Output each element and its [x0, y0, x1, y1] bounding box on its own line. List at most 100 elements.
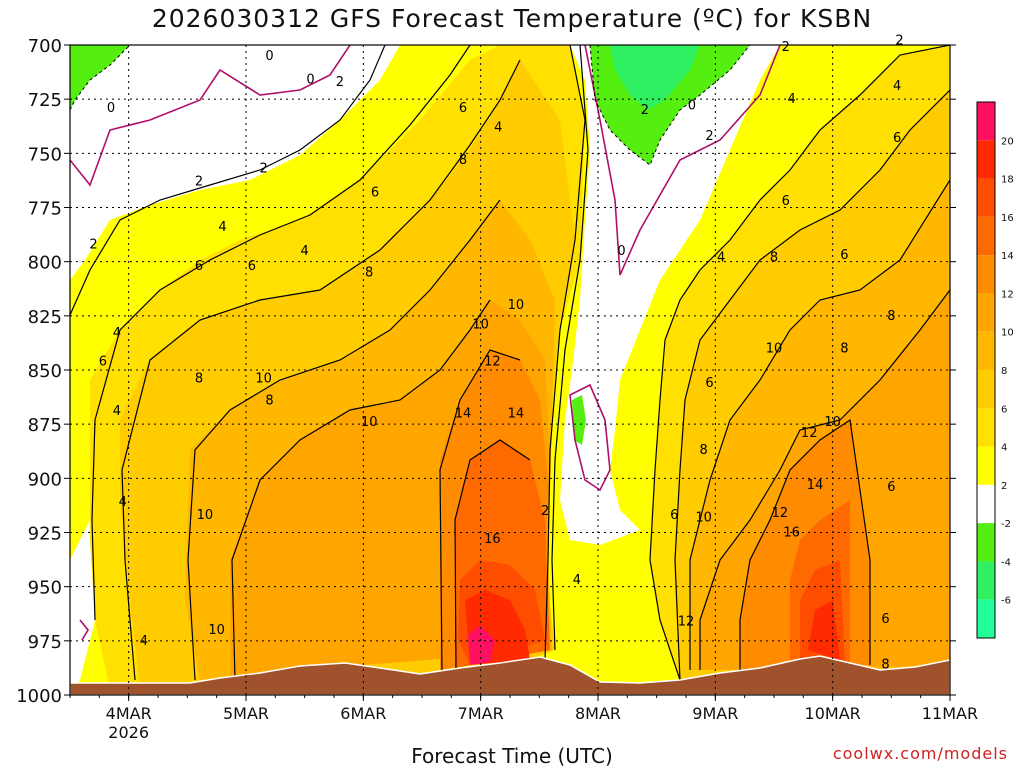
zero-line-sw: [79, 619, 89, 641]
contour-label: 4: [119, 495, 127, 510]
x-tick-label: 5MAR: [223, 704, 269, 723]
contour-label: 6: [893, 131, 901, 146]
colorbar-label: 2: [1001, 481, 1007, 492]
band-18-20-east: [808, 600, 840, 660]
contour-label: 16: [783, 526, 800, 541]
contour-label: 6: [705, 376, 713, 391]
band-cold-green-nw: [70, 45, 130, 110]
contour-label: 6: [881, 612, 889, 627]
contour-label: 2: [89, 237, 97, 252]
contour-label: 4: [717, 250, 725, 265]
colorbar-label: -4: [1001, 557, 1011, 568]
contour-label: 2: [541, 504, 549, 519]
contour-label: 14: [807, 478, 824, 493]
y-tick-label: 775: [28, 199, 62, 220]
contour-label: 10: [695, 510, 712, 525]
contour-label: 10: [361, 415, 378, 430]
contour-label: 8: [770, 250, 778, 265]
zero-line-east: [584, 45, 781, 276]
contour-label: 8: [699, 443, 707, 458]
y-tick-label: 725: [28, 90, 62, 111]
x-tick-label: 6MAR: [340, 704, 386, 723]
cold-contour-layer: [70, 45, 751, 166]
y-tick-label: 1000: [16, 686, 62, 707]
contour-label: 4: [787, 92, 795, 107]
contour-label: 0: [265, 49, 273, 64]
contour-label: 2: [641, 103, 649, 118]
contour-label: 8: [881, 658, 889, 673]
minus-2-line-nw: [70, 45, 131, 111]
contour-label: 4: [301, 244, 309, 259]
contour-label: 0: [617, 244, 625, 259]
band-below-2-east: [560, 45, 780, 545]
terrain-ground: [69, 655, 951, 696]
isotherm-east-10: [739, 418, 871, 670]
colorbar-label: 16: [1001, 213, 1014, 224]
colorbar-swatch: [977, 293, 995, 332]
y-tick-label: 825: [28, 307, 62, 328]
y-tick-label: 925: [28, 524, 62, 545]
x-tick-label: 11MAR: [922, 704, 978, 723]
contour-label: 4: [494, 120, 502, 135]
colorbar-swatch: [977, 331, 995, 370]
contour-label: 2: [195, 175, 203, 190]
contour-label: 12: [484, 354, 501, 369]
colorbar-label: 8: [1001, 366, 1007, 377]
contour-label: 12: [772, 506, 789, 521]
colorbar-swatch: [977, 370, 995, 409]
contour-label: 6: [99, 354, 107, 369]
colorbar-swatch: [977, 178, 995, 217]
credit-text: coolwx.com/models: [832, 744, 1008, 763]
contour-label: 2: [259, 162, 267, 177]
chart-title: 2026030312 GFS Forecast Temperature (ºC)…: [151, 4, 873, 33]
contour-label: 8: [459, 153, 467, 168]
x-axis-title: Forecast Time (UTC): [411, 744, 613, 768]
y-tick-label: 850: [28, 361, 62, 382]
isotherm-east-4: [674, 89, 950, 681]
contour-label: 6: [459, 101, 467, 116]
colorbar-swatch: [977, 523, 995, 562]
contour-label: 6: [371, 185, 379, 200]
contour-label: 2: [895, 34, 903, 49]
zero-isotherm-layer: [70, 45, 781, 641]
colorbar-swatch: [977, 446, 995, 485]
contour-label: 4: [113, 326, 121, 341]
colorbar-label: 4: [1001, 443, 1007, 454]
isotherm-14: [454, 439, 531, 669]
x-tick-sublabel: 2026: [108, 723, 149, 742]
contour-label: 6: [670, 508, 678, 523]
isotherm-east-6: [689, 179, 950, 670]
colorbar-label: -6: [1001, 596, 1011, 607]
zero-line-pocket: [569, 383, 611, 492]
colorbar-swatch: [977, 255, 995, 294]
isotherm-2: [70, 45, 386, 316]
contour-label: 4: [140, 634, 148, 649]
contour-label: 10: [197, 508, 214, 523]
contour-label: 14: [455, 406, 472, 421]
contour-label: 0: [306, 73, 314, 88]
colorbar-label: 18: [1001, 175, 1014, 186]
contour-label: 10: [208, 623, 225, 638]
contour-label: 14: [508, 406, 525, 421]
contour-label: 8: [365, 266, 373, 281]
contour-label: 0: [688, 99, 696, 114]
contour-line-layer: [70, 45, 950, 681]
colorbar-label: 12: [1001, 289, 1014, 300]
contour-label: 10: [508, 298, 525, 313]
isotherm-front-a: [544, 45, 586, 661]
isotherm-4: [91, 45, 471, 621]
contour-label: 8: [265, 393, 273, 408]
y-tick-label: 975: [28, 632, 62, 653]
y-tick-label: 800: [28, 253, 62, 274]
colorbar-label: 10: [1001, 328, 1014, 339]
x-tick-label: 9MAR: [692, 704, 738, 723]
contour-label: 4: [573, 573, 581, 588]
x-tick-label: 7MAR: [458, 704, 504, 723]
contour-label: 8: [840, 341, 848, 356]
contour-label: 10: [255, 372, 272, 387]
x-tick-label: 8MAR: [575, 704, 621, 723]
band-cold-green-2: [610, 45, 700, 110]
